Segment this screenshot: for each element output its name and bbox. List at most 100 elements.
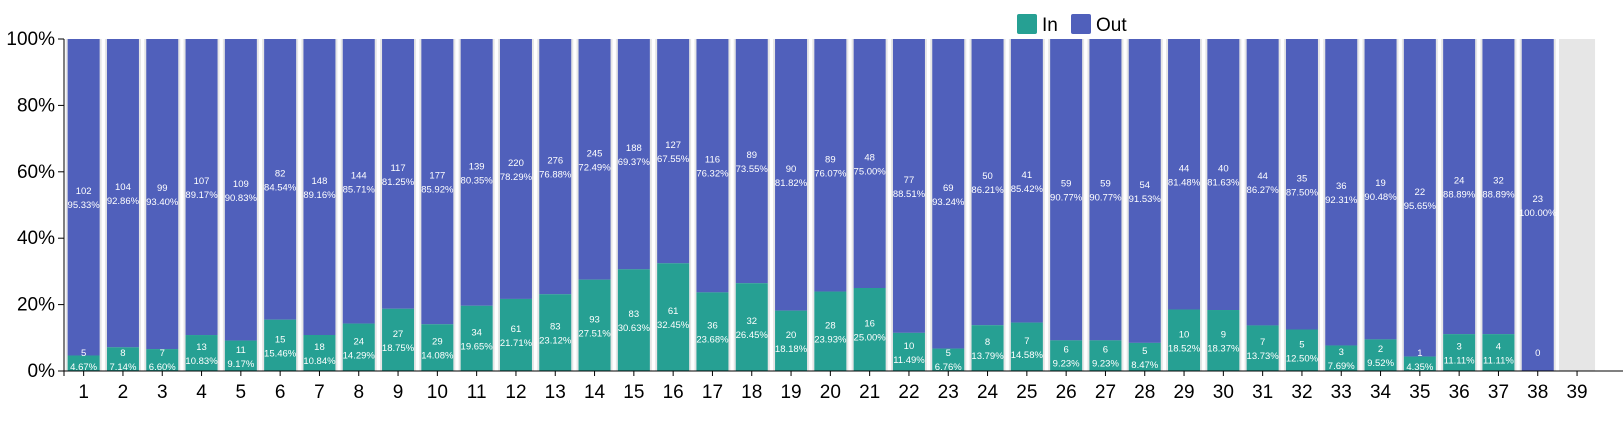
x-tick-label: 8: [353, 382, 364, 403]
x-tick-label: 13: [545, 382, 566, 403]
bar-in: [224, 340, 257, 371]
x-tick-label: 36: [1449, 382, 1470, 403]
bar-out-count-label: 148: [312, 176, 328, 187]
bar-group: 44 81.48% 10 18.52%: [1166, 39, 1203, 371]
x-tick-label: 10: [427, 382, 448, 403]
bar-in: [1403, 356, 1436, 371]
bar-out-percent-label: 84.54%: [264, 182, 297, 193]
x-tick-label: 15: [623, 382, 644, 403]
x-tick-label: 38: [1527, 382, 1548, 403]
bar-in: [853, 288, 886, 371]
bar-group: 99 93.40% 7 6.60%: [144, 39, 181, 373]
bar-group: [1559, 39, 1596, 371]
x-axis: 1 2 3 4 5 6 7 8 9 10 11 12 13 14 15 16 17 18 19 20 21 22 23 24 2…: [64, 370, 1623, 403]
bar-in: [892, 332, 925, 371]
bar-in-count-label: 5: [1142, 346, 1147, 357]
x-tick-label: 39: [1566, 382, 1587, 403]
bar-group: 107 89.17% 13 10.83%: [183, 39, 220, 371]
bar-in-percent-label: 6.76%: [935, 362, 962, 373]
bar-in-count-label: 15: [275, 334, 286, 345]
bar-out-count-label: 139: [469, 161, 485, 172]
bar-out-percent-label: 86.27%: [1247, 185, 1280, 196]
bar-group: 24 88.89% 3 11.11%: [1441, 39, 1478, 371]
bar-in-count-label: 3: [1339, 347, 1344, 358]
bar-out-percent-label: 86.21%: [971, 185, 1004, 196]
bar-out-count-label: 276: [547, 156, 563, 167]
bar-in: [1285, 329, 1318, 371]
bar-out-percent-label: 93.40%: [146, 197, 179, 208]
bar-group: 54 91.53% 5 8.47%: [1126, 39, 1163, 371]
bar-group: 148 89.16% 18 10.84%: [301, 39, 338, 371]
bar-in-percent-label: 9.52%: [1367, 358, 1394, 369]
x-tick-label: 35: [1409, 382, 1430, 403]
bar-in-count-label: 20: [786, 330, 797, 341]
bar-group: 32 88.89% 4 11.11%: [1480, 39, 1517, 371]
bar-out: [421, 39, 454, 325]
bar-in-percent-label: 18.75%: [382, 343, 415, 354]
bar-in: [1364, 339, 1397, 371]
bar-in-count-label: 29: [432, 337, 443, 348]
x-tick-label: 33: [1331, 382, 1352, 403]
bar-out: [657, 39, 690, 264]
bar-in-percent-label: 8.47%: [1131, 360, 1158, 371]
bar-out-percent-label: 89.16%: [303, 190, 336, 201]
bar-out-count-label: 32: [1493, 176, 1504, 187]
bar-group: 127 67.55% 61 32.45%: [655, 39, 692, 371]
bar-out-count-label: 77: [904, 175, 915, 186]
bar-out-count-label: 41: [1022, 170, 1033, 181]
x-tick-label: 37: [1488, 382, 1509, 403]
bar-out: [303, 39, 336, 335]
x-tick-label: 26: [1056, 382, 1077, 403]
bar-out: [264, 39, 297, 320]
bar-in-percent-label: 32.45%: [657, 320, 690, 331]
bar-out-count-label: 102: [76, 186, 92, 197]
bar-in: [932, 348, 965, 371]
bar-in: [382, 308, 415, 371]
x-tick-label: 21: [859, 382, 880, 403]
bar-in-count-label: 5: [1299, 339, 1304, 350]
bar-in: [1089, 340, 1122, 371]
bar-group: 44 86.27% 7 13.73%: [1244, 39, 1281, 371]
bar-out: [971, 39, 1004, 326]
bar-in-count-label: 27: [393, 329, 404, 340]
x-tick-label: 28: [1134, 382, 1155, 403]
bar-out-count-label: 59: [1100, 179, 1111, 190]
bar-out-count-label: 109: [233, 179, 249, 190]
y-tick-label: 40%: [17, 228, 55, 249]
bar-out-count-label: 89: [825, 154, 836, 165]
bar-out-percent-label: 90.77%: [1050, 193, 1083, 204]
bar-in-count-label: 61: [511, 324, 522, 335]
x-tick-label: 11: [467, 382, 487, 403]
legend-swatch: [1071, 14, 1091, 34]
bar-out-count-label: 116: [705, 155, 720, 166]
bar-out-count-label: 144: [351, 170, 367, 181]
bar-out: [67, 39, 100, 356]
bar-out: [185, 39, 218, 336]
bar-out-percent-label: 90.83%: [225, 193, 258, 204]
bar-in-count-label: 5: [946, 348, 951, 359]
bar-in: [106, 347, 139, 371]
bar-out: [499, 39, 532, 299]
bar-out: [696, 39, 729, 293]
bar-out-percent-label: 88.51%: [893, 189, 926, 200]
bar-in-count-label: 11: [236, 345, 246, 356]
bar-in-count-label: 3: [1457, 342, 1462, 353]
bar-out-percent-label: 100.00%: [1519, 208, 1557, 219]
bar-out: [1443, 39, 1476, 335]
bar-out-percent-label: 85.42%: [1011, 184, 1044, 195]
bar-in-count-label: 6: [1103, 345, 1108, 356]
bar-out-count-label: 35: [1297, 173, 1308, 184]
bar-out-count-label: 89: [746, 150, 757, 161]
bar-out: [617, 39, 650, 270]
x-tick-label: 25: [1016, 382, 1037, 403]
bar-out: [1050, 39, 1083, 341]
bar-group: 89 73.55% 32 26.45%: [733, 39, 770, 371]
bar-in-percent-label: 11.11%: [1444, 356, 1475, 367]
bar-in: [735, 283, 768, 371]
x-tick-label: 2: [118, 382, 129, 403]
bar-in: [264, 319, 297, 371]
bar-out-percent-label: 95.33%: [68, 200, 101, 211]
bar-out: [775, 39, 808, 311]
bar-in: [1482, 334, 1515, 371]
